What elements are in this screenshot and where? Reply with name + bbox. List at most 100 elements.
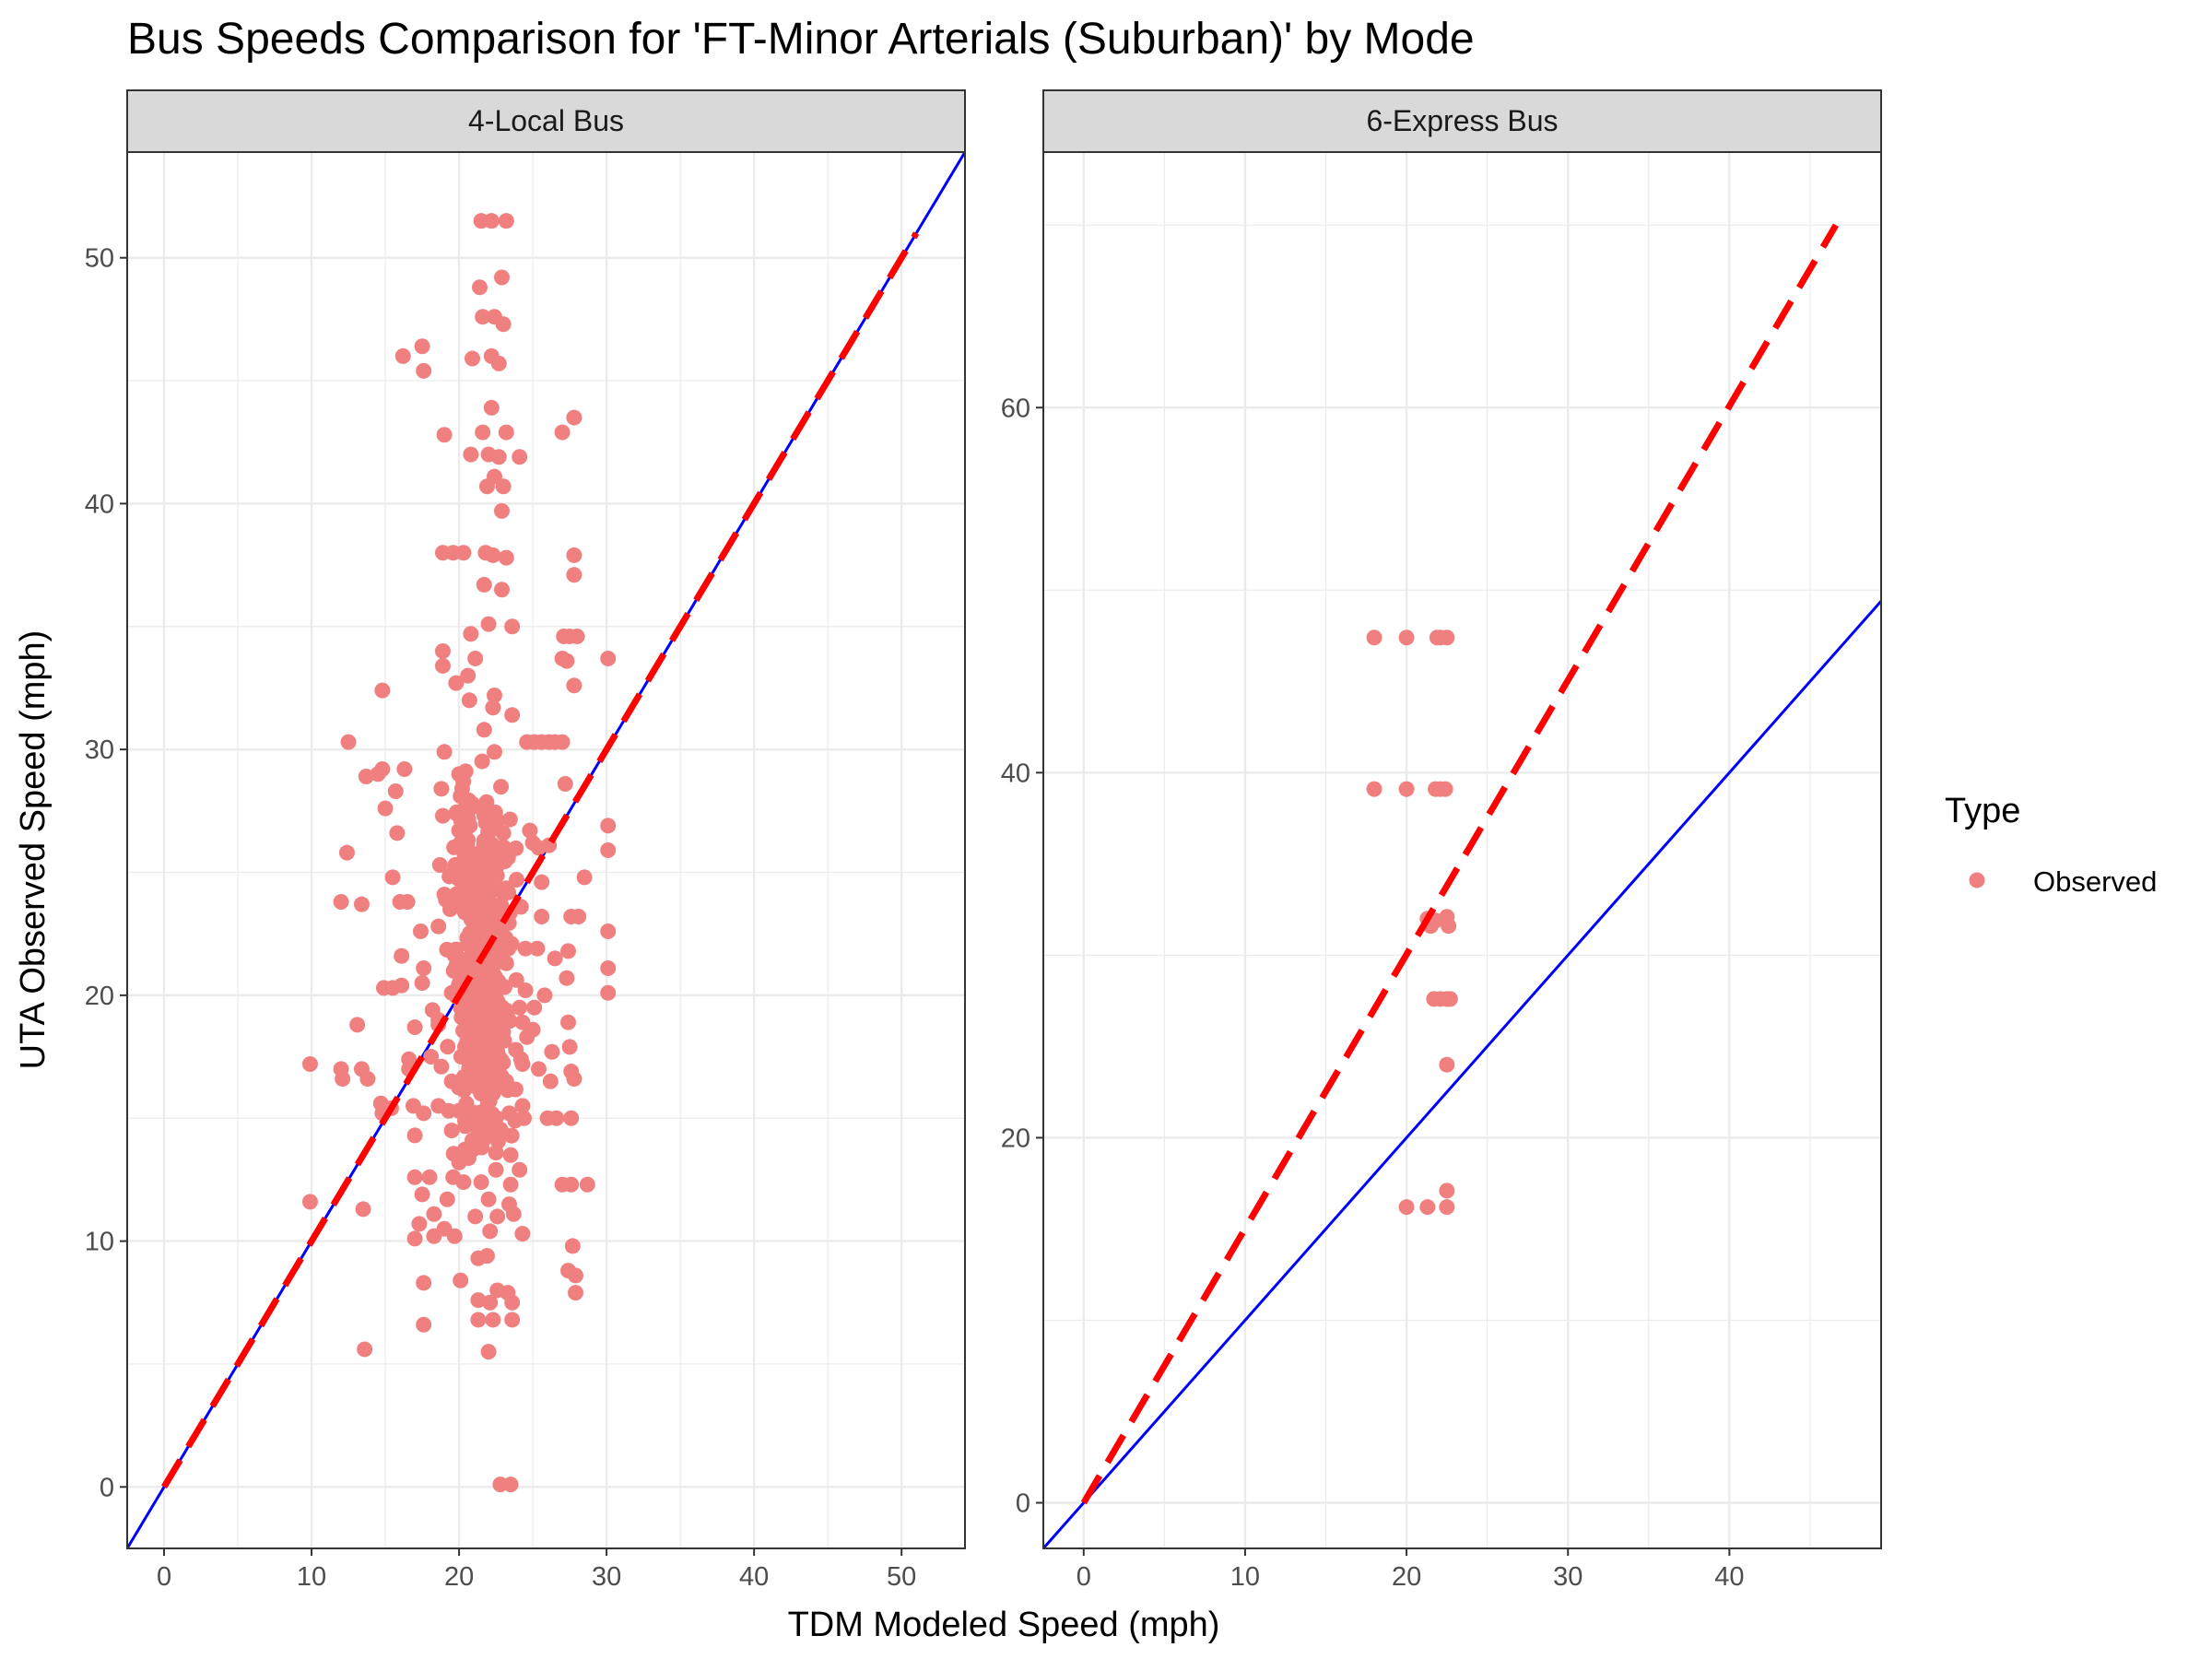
x-tick-label: 40 [1714, 1562, 1744, 1592]
data-point [498, 1073, 514, 1089]
data-point-dense [460, 994, 477, 1010]
data-point [461, 692, 477, 709]
fit-line-group-4-local-bus [161, 231, 920, 1489]
data-point [600, 924, 617, 940]
fit-line-group-6-express-bus [1080, 223, 1839, 1505]
data-point [482, 1294, 499, 1311]
data-point [384, 869, 401, 886]
data-point [548, 1110, 565, 1126]
reference-lines-6-express-bus [1041, 600, 1883, 1549]
data-point [1437, 781, 1453, 797]
data-point [301, 1056, 318, 1073]
points-4-local-bus [301, 213, 617, 1493]
data-point [412, 924, 429, 940]
data-point [486, 972, 502, 989]
data-point [389, 825, 406, 841]
fit-line-4-local-bus [161, 231, 920, 1489]
x-tick-label: 0 [1077, 1562, 1091, 1592]
data-point [394, 347, 411, 364]
data-point [374, 682, 391, 699]
data-point-dense [480, 841, 497, 857]
data-point [485, 547, 501, 563]
data-point [495, 825, 512, 841]
data-point [493, 582, 510, 598]
data-point [406, 1127, 423, 1144]
data-point [394, 977, 410, 994]
data-point [394, 947, 410, 964]
data-point [517, 940, 534, 957]
y-tick-label: 0 [100, 1473, 114, 1502]
data-point [534, 909, 550, 925]
data-point [355, 1201, 371, 1218]
data-point [377, 800, 394, 817]
data-point [443, 1123, 460, 1139]
data-point [406, 1169, 423, 1185]
data-point [498, 549, 514, 566]
data-point [406, 1019, 423, 1036]
data-point [434, 657, 451, 674]
data-point [436, 744, 453, 760]
data-point [495, 316, 512, 333]
y-axis-6-express-bus: 0 20 40 60 [1001, 394, 1043, 1518]
data-point [396, 760, 413, 777]
data-point [458, 1009, 475, 1026]
y-tick-label: 40 [1001, 759, 1030, 788]
facet-6-express-bus: 6-Express Bus 0 20 40 60 0 10 20 30 40 [1001, 89, 1883, 1592]
data-point [483, 213, 500, 229]
data-point [453, 788, 469, 805]
data-point-dense [500, 850, 516, 866]
data-point [498, 213, 514, 229]
data-point [544, 1043, 560, 1060]
strip-bg-6-express-bus [1042, 89, 1882, 153]
data-point [1366, 781, 1382, 797]
x-tick-label: 20 [444, 1562, 474, 1592]
y-tick-label: 50 [85, 244, 114, 274]
data-point [411, 1216, 428, 1232]
x-tick-label: 10 [1230, 1562, 1260, 1592]
data-point [486, 744, 502, 760]
legend-title: Type [1945, 792, 2020, 830]
strip-label-6-express-bus: 6-Express Bus [1366, 104, 1558, 137]
data-point [464, 1132, 480, 1148]
data-point [495, 478, 512, 495]
data-point [1439, 1056, 1455, 1073]
data-point [489, 1208, 506, 1225]
x-axis-title: TDM Modeled Speed (mph) [788, 1606, 1220, 1644]
data-point-dense [493, 779, 510, 795]
data-point [1441, 918, 1457, 935]
data-point [414, 975, 430, 992]
x-tick-label: 10 [297, 1562, 326, 1592]
data-point-dense [476, 807, 492, 824]
data-point [490, 355, 507, 371]
data-point [512, 1161, 528, 1178]
panel-border-6-express-bus [1042, 151, 1882, 1549]
y-tick-label: 10 [85, 1228, 114, 1257]
data-point-dense [478, 794, 495, 810]
data-point [529, 940, 546, 957]
data-point [508, 872, 524, 888]
data-point [358, 768, 374, 784]
x-tick-label: 30 [592, 1562, 621, 1592]
data-point [475, 309, 491, 325]
data-point [1439, 1182, 1455, 1199]
data-point [434, 807, 451, 824]
data-point [451, 766, 467, 782]
data-point [463, 446, 479, 463]
data-point [517, 982, 534, 999]
data-point [600, 818, 617, 834]
y-tick-label: 0 [1016, 1488, 1030, 1518]
data-point-dense [455, 1082, 472, 1099]
x-tick-label: 50 [887, 1562, 916, 1592]
data-point [436, 887, 453, 903]
data-point [483, 399, 500, 416]
data-point [467, 1208, 484, 1225]
data-point [542, 1073, 559, 1089]
x-tick-label: 20 [1392, 1562, 1421, 1592]
data-point [338, 844, 355, 861]
data-point [493, 269, 510, 286]
data-point [502, 1147, 519, 1163]
y-tick-label: 20 [85, 982, 114, 1011]
data-point [566, 547, 582, 563]
data-point [568, 1285, 584, 1301]
